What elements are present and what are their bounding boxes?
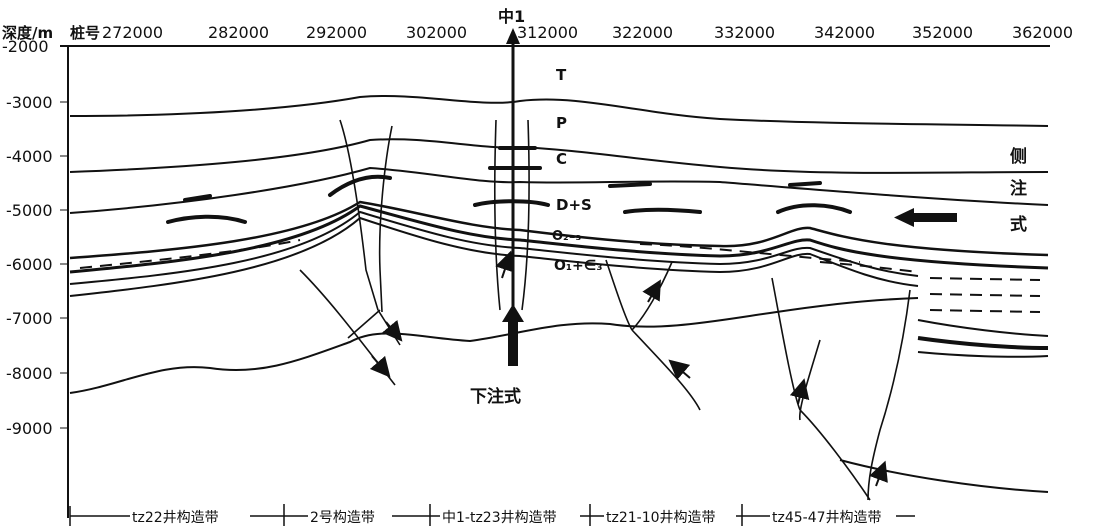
zone-label: 中1-tz23井构造带	[442, 510, 557, 526]
dashed-beds	[79, 239, 1041, 313]
side-injection-char: 式	[1010, 214, 1027, 235]
well-label: 中1	[498, 7, 525, 26]
side-injection-char: 侧	[1010, 146, 1027, 167]
y-tick-labels: -2000 -3000 -4000 -5000 -6000 -7000 -800…	[2, 37, 53, 438]
x-tick-label: 332000	[714, 23, 775, 42]
layer-label-ds: D+S	[556, 196, 592, 214]
down-injection-arrow	[502, 304, 524, 366]
x-tick-label: 342000	[814, 23, 875, 42]
x-tick-label: 362000	[1012, 23, 1073, 42]
y-tick-label: -6000	[6, 255, 53, 274]
station-axis-label: 桩号	[70, 24, 100, 42]
depth-axis-label: 深度/m	[2, 24, 53, 42]
layer-label-p: P	[556, 114, 567, 132]
side-injection-char: 注	[1010, 178, 1027, 199]
side-injection-arrow	[894, 208, 957, 227]
x-tick-label: 312000	[517, 23, 578, 42]
y-tick-label: -2000	[2, 37, 49, 56]
x-tick-label: 272000	[102, 23, 163, 42]
axes	[60, 45, 1050, 518]
zone-label: tz22井构造带	[132, 510, 219, 526]
y-tick-label: -5000	[6, 201, 53, 220]
x-tick-label: 282000	[208, 23, 269, 42]
layer-label-o23: O₂₋₃	[552, 229, 581, 244]
x-tick-label: 322000	[612, 23, 673, 42]
zone-label: 2号构造带	[310, 510, 375, 526]
zone-label: tz45-47井构造带	[772, 510, 882, 526]
x-tick-label: 292000	[306, 23, 367, 42]
y-tick-label: -7000	[6, 309, 53, 328]
zone-label: tz21-10井构造带	[606, 510, 716, 526]
y-tick-label: -8000	[6, 364, 53, 383]
layer-label-t: T	[556, 66, 567, 84]
x-tick-labels: 272000 282000 292000 302000 312000 32200…	[102, 23, 1073, 42]
horizons	[69, 95, 1049, 493]
layer-label-c: C	[556, 150, 567, 168]
layer-label-o1: O₁+∈₃	[554, 258, 602, 274]
x-tick-label: 352000	[912, 23, 973, 42]
y-tick-label: -9000	[6, 419, 53, 438]
fault-slip-arrows	[369, 250, 888, 487]
y-tick-label: -4000	[6, 147, 53, 166]
x-tick-label: 302000	[406, 23, 467, 42]
down-injection-label: 下注式	[470, 386, 521, 407]
y-tick-label: -3000	[6, 93, 53, 112]
zone-bar	[69, 504, 915, 526]
